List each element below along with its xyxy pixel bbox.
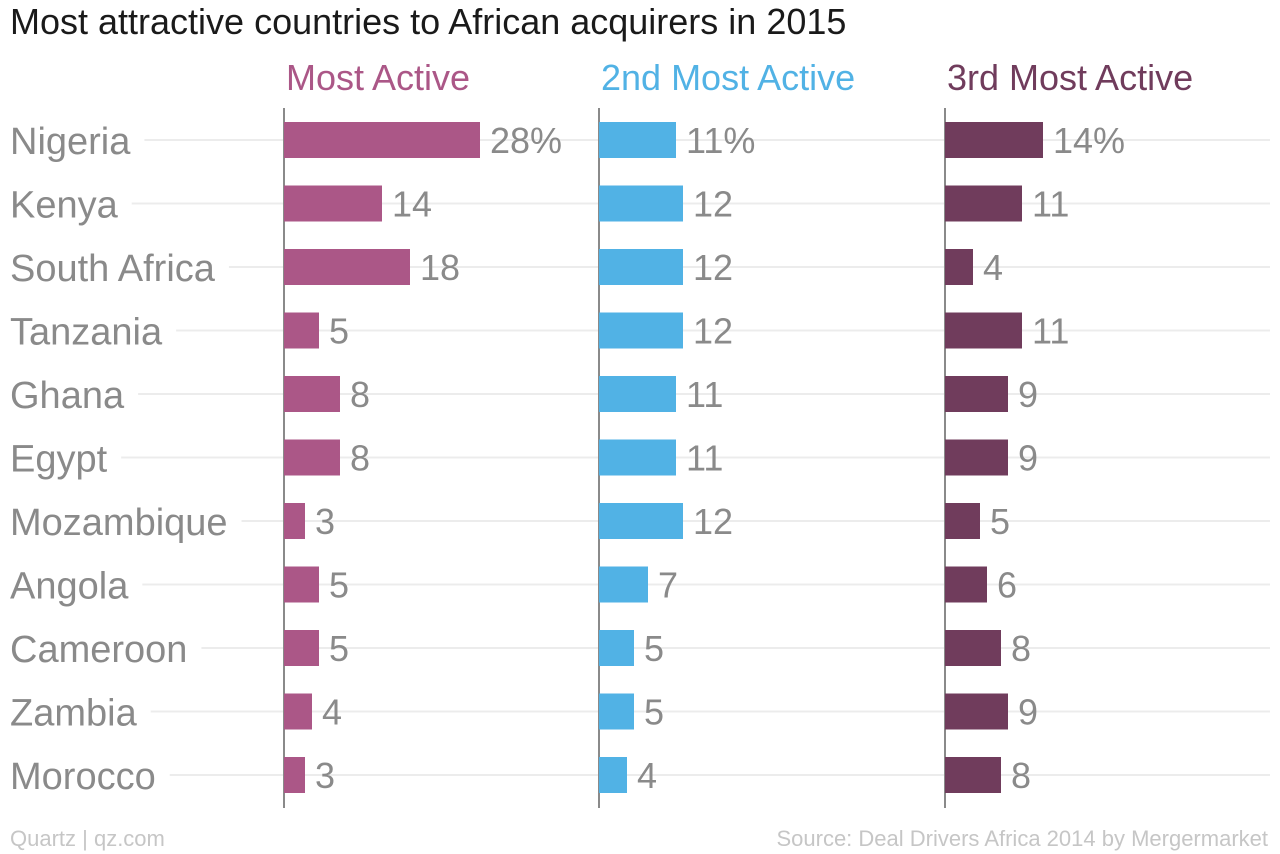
category-label: Angola bbox=[10, 566, 129, 608]
bar bbox=[599, 376, 676, 412]
data-label: 5 bbox=[644, 692, 664, 733]
bar bbox=[599, 630, 634, 666]
data-label: 5 bbox=[329, 628, 349, 669]
category-label: Kenya bbox=[10, 185, 119, 227]
data-label: 11% bbox=[686, 120, 755, 161]
bar bbox=[945, 376, 1008, 412]
data-label: 6 bbox=[997, 565, 1017, 606]
chart-title: Most attractive countries to African acq… bbox=[10, 1, 846, 42]
value-labels: 28%14185883554311%121212111112755414%114… bbox=[315, 120, 1125, 796]
bar bbox=[284, 439, 340, 476]
data-label: 8 bbox=[1011, 755, 1031, 796]
data-label: 11 bbox=[1032, 311, 1069, 352]
bar bbox=[284, 503, 305, 539]
bar bbox=[945, 439, 1008, 476]
data-label: 12 bbox=[693, 311, 733, 352]
footer-source: Source: Deal Drivers Africa 2014 by Merg… bbox=[776, 826, 1268, 851]
bar bbox=[945, 566, 987, 603]
data-label: 9 bbox=[1018, 374, 1038, 415]
category-label: Nigeria bbox=[10, 121, 131, 163]
data-label: 14 bbox=[392, 184, 432, 225]
bar bbox=[945, 693, 1008, 730]
bar bbox=[945, 185, 1022, 222]
data-label: 5 bbox=[329, 565, 349, 606]
data-label: 5 bbox=[644, 628, 664, 669]
bar bbox=[945, 630, 1001, 666]
data-label: 3 bbox=[315, 501, 335, 542]
bar bbox=[599, 757, 627, 793]
data-label: 9 bbox=[1018, 692, 1038, 733]
data-label: 18 bbox=[420, 247, 460, 288]
category-label: Morocco bbox=[10, 756, 156, 798]
data-label: 12 bbox=[693, 184, 733, 225]
panel-headers: Most Active 2nd Most Active 3rd Most Activ… bbox=[286, 57, 1193, 98]
series-header: Most Active bbox=[286, 57, 470, 98]
bar bbox=[945, 757, 1001, 793]
data-label: 11 bbox=[686, 438, 723, 479]
bar bbox=[284, 757, 305, 793]
category-label: Tanzania bbox=[10, 312, 163, 354]
data-label: 28% bbox=[490, 120, 562, 161]
data-label: 8 bbox=[350, 374, 370, 415]
data-label: 12 bbox=[693, 247, 733, 288]
bar bbox=[945, 122, 1043, 158]
category-label: Mozambique bbox=[10, 502, 228, 544]
bar bbox=[284, 249, 410, 285]
bar bbox=[284, 312, 319, 349]
bar bbox=[599, 185, 683, 222]
data-label: 4 bbox=[637, 755, 657, 796]
bar bbox=[284, 630, 319, 666]
bar bbox=[945, 249, 973, 285]
bar bbox=[284, 185, 382, 222]
data-label: 8 bbox=[350, 438, 370, 479]
data-label: 5 bbox=[329, 311, 349, 352]
bar bbox=[945, 312, 1022, 349]
data-label: 9 bbox=[1018, 438, 1038, 479]
category-labels: Nigeria Kenya South Africa Tanzania Ghana Egy… bbox=[10, 121, 228, 798]
series-header: 3rd Most Active bbox=[947, 57, 1193, 98]
bar bbox=[599, 249, 683, 285]
bar bbox=[599, 122, 676, 158]
data-label: 11 bbox=[1032, 184, 1069, 225]
data-label: 5 bbox=[990, 501, 1010, 542]
data-label: 11 bbox=[686, 374, 723, 415]
bar bbox=[599, 693, 634, 730]
bar bbox=[599, 312, 683, 349]
bar bbox=[945, 503, 980, 539]
bar bbox=[599, 503, 683, 539]
data-label: 4 bbox=[983, 247, 1003, 288]
bar bbox=[599, 566, 648, 603]
bar bbox=[284, 693, 312, 730]
bar bbox=[284, 122, 480, 158]
bar bbox=[284, 376, 340, 412]
data-label: 14% bbox=[1053, 120, 1125, 161]
category-label: Egypt bbox=[10, 439, 108, 481]
series-header: 2nd Most Active bbox=[601, 57, 855, 98]
category-label: Zambia bbox=[10, 693, 138, 735]
footer-credit: Quartz | qz.com bbox=[10, 826, 165, 851]
data-label: 3 bbox=[315, 755, 335, 796]
data-label: 7 bbox=[658, 565, 678, 606]
data-label: 4 bbox=[322, 692, 342, 733]
data-label: 12 bbox=[693, 501, 733, 542]
category-label: Ghana bbox=[10, 375, 125, 417]
category-label: Cameroon bbox=[10, 629, 187, 671]
bars bbox=[284, 122, 1043, 793]
category-label: South Africa bbox=[10, 248, 216, 290]
bar bbox=[599, 439, 676, 476]
data-label: 8 bbox=[1011, 628, 1031, 669]
bar bbox=[284, 566, 319, 603]
